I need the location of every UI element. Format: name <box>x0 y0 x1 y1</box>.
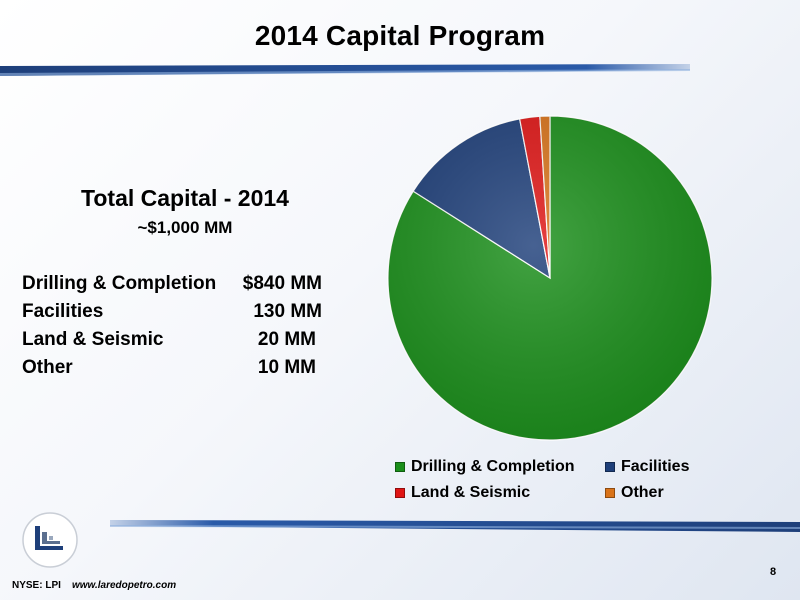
legend-swatch <box>605 462 615 472</box>
footer-accent-bar <box>110 520 800 532</box>
breakdown-value: 130 MM <box>253 301 322 322</box>
breakdown-label: Drilling & Completion <box>22 273 217 294</box>
capital-breakdown-list: Drilling & Completion $840 MM Facilities… <box>22 270 322 382</box>
legend-swatch <box>605 488 615 498</box>
legend-label: Drilling & Completion <box>411 458 575 475</box>
legend-item-drilling: Drilling & Completion <box>395 456 605 478</box>
legend-label: Land & Seismic <box>411 484 531 501</box>
slide-title: 2014 Capital Program <box>254 20 546 51</box>
breakdown-label: Facilities <box>22 301 104 322</box>
breakdown-label: Land & Seismic <box>22 329 164 350</box>
breakdown-label: Other <box>22 357 73 378</box>
breakdown-row: Other 10 MM <box>22 354 322 382</box>
breakdown-row: Facilities 130 MM <box>22 298 322 326</box>
legend-swatch <box>395 462 405 472</box>
total-capital-title: Total Capital - 2014 <box>81 185 289 211</box>
footer-website-link[interactable]: www.laredopetro.com <box>72 580 177 591</box>
breakdown-row: Drilling & Completion $840 MM <box>22 270 322 298</box>
chart-legend: Drilling & Completion Facilities Land & … <box>395 456 755 504</box>
footer-ticker: NYSE: LPI <box>12 580 61 591</box>
legend-item-facilities: Facilities <box>605 456 755 478</box>
capital-pie-chart <box>387 115 713 441</box>
breakdown-value: 10 MM <box>257 357 316 378</box>
page-number: 8 <box>770 566 777 578</box>
legend-label: Facilities <box>621 458 690 475</box>
legend-item-other: Other <box>605 482 755 504</box>
legend-swatch <box>395 488 405 498</box>
total-capital-amount: ~$1,000 MM <box>137 218 233 237</box>
breakdown-value: 20 MM <box>257 329 316 350</box>
breakdown-row: Land & Seismic 20 MM <box>22 326 322 354</box>
header-accent-bar <box>0 64 690 76</box>
legend-item-land-seismic: Land & Seismic <box>395 482 605 504</box>
legend-label: Other <box>621 484 664 501</box>
company-logo <box>22 512 78 568</box>
breakdown-value: $840 MM <box>242 273 322 294</box>
